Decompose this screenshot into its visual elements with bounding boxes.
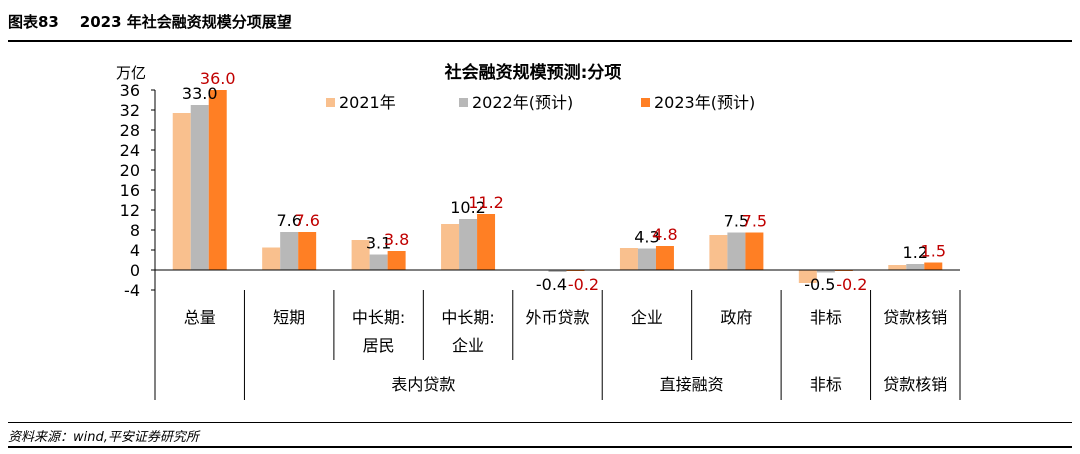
data-label: -0.5 <box>804 275 835 294</box>
category-label: 总量 <box>184 308 216 327</box>
y-tick-label: 32 <box>120 101 140 120</box>
bar <box>477 214 496 270</box>
header-divider <box>8 40 1072 42</box>
data-label: 7.6 <box>294 211 319 230</box>
legend-label: 2023年(预计) <box>654 93 755 112</box>
chart-title: 社会融资规模预测:分项 <box>444 62 622 83</box>
figure-header: 图表83 2023 年社会融资规模分项展望 <box>8 6 1072 42</box>
bar <box>924 262 943 270</box>
source-note: 资料来源：wind,平安证券研究所 <box>8 430 199 445</box>
y-tick-label: 20 <box>120 161 140 180</box>
data-label: 7.5 <box>742 212 767 231</box>
data-label: 10.2 <box>450 198 486 217</box>
y-axis-unit: 万亿 <box>116 64 146 82</box>
data-label: 7.6 <box>276 211 301 230</box>
category-label: 居民 <box>363 336 395 355</box>
data-label: 1.2 <box>903 243 928 262</box>
data-label: 1.5 <box>921 242 946 261</box>
bar <box>888 265 907 270</box>
bar <box>709 235 728 270</box>
bar <box>619 248 638 270</box>
group-label: 非标 <box>810 375 842 394</box>
data-label: -0.4 <box>536 275 567 294</box>
bar <box>369 254 388 270</box>
y-tick-label: 4 <box>130 241 140 260</box>
bar <box>816 270 835 273</box>
bar <box>351 240 370 270</box>
figure-number: 图表83 <box>8 13 59 31</box>
legend-swatch <box>459 98 468 107</box>
data-label: 36.0 <box>200 69 236 88</box>
bar <box>745 232 764 270</box>
group-label: 表内贷款 <box>391 375 455 394</box>
bar <box>441 224 460 270</box>
category-label: 企业 <box>631 308 663 327</box>
footer-divider <box>8 422 1072 423</box>
y-tick-label: -4 <box>124 281 140 300</box>
group-label: 直接融资 <box>660 375 724 394</box>
bar <box>637 248 656 270</box>
y-tick-label: 28 <box>120 121 140 140</box>
category-label: 外币贷款 <box>525 308 589 327</box>
bar <box>208 90 227 270</box>
group-label: 贷款核销 <box>883 375 947 394</box>
bar <box>798 270 817 283</box>
bar <box>172 113 191 270</box>
bar <box>262 247 281 270</box>
data-label: 3.8 <box>384 230 409 249</box>
category-label: 贷款核销 <box>883 308 947 327</box>
data-label: 7.5 <box>724 212 749 231</box>
data-label: 11.2 <box>468 193 504 212</box>
category-label: 中长期: <box>441 308 494 327</box>
y-tick-label: 24 <box>120 141 140 160</box>
bottom-divider <box>8 446 1072 448</box>
legend-swatch <box>641 98 650 107</box>
y-tick-label: 0 <box>130 261 140 280</box>
data-label: 4.3 <box>634 228 659 247</box>
bar <box>190 105 209 270</box>
bar <box>387 251 406 270</box>
data-label: -0.2 <box>836 275 867 294</box>
category-label: 企业 <box>452 336 484 355</box>
bar <box>727 232 746 270</box>
category-label: 非标 <box>810 308 842 327</box>
legend-swatch <box>326 98 335 107</box>
figure-caption: 2023 年社会融资规模分项展望 <box>79 13 292 31</box>
bar <box>280 232 299 270</box>
legend-label: 2022年(预计) <box>472 93 573 112</box>
bar <box>655 246 674 270</box>
bar <box>459 219 478 270</box>
category-label: 政府 <box>720 308 752 327</box>
y-tick-label: 12 <box>120 201 140 220</box>
data-label: 33.0 <box>182 84 218 103</box>
data-label: -0.2 <box>568 275 599 294</box>
bar <box>298 232 317 270</box>
y-tick-label: 16 <box>120 181 140 200</box>
legend-label: 2021年 <box>339 93 396 112</box>
data-label: 4.8 <box>652 225 677 244</box>
data-label: 3.1 <box>366 234 391 253</box>
category-label: 中长期: <box>352 308 405 327</box>
category-label: 短期 <box>273 308 305 327</box>
y-tick-label: 8 <box>130 221 140 240</box>
bar <box>906 264 925 270</box>
bar <box>548 270 567 272</box>
y-tick-label: 36 <box>120 81 140 100</box>
figure-title: 图表83 2023 年社会融资规模分项展望 <box>8 11 292 32</box>
